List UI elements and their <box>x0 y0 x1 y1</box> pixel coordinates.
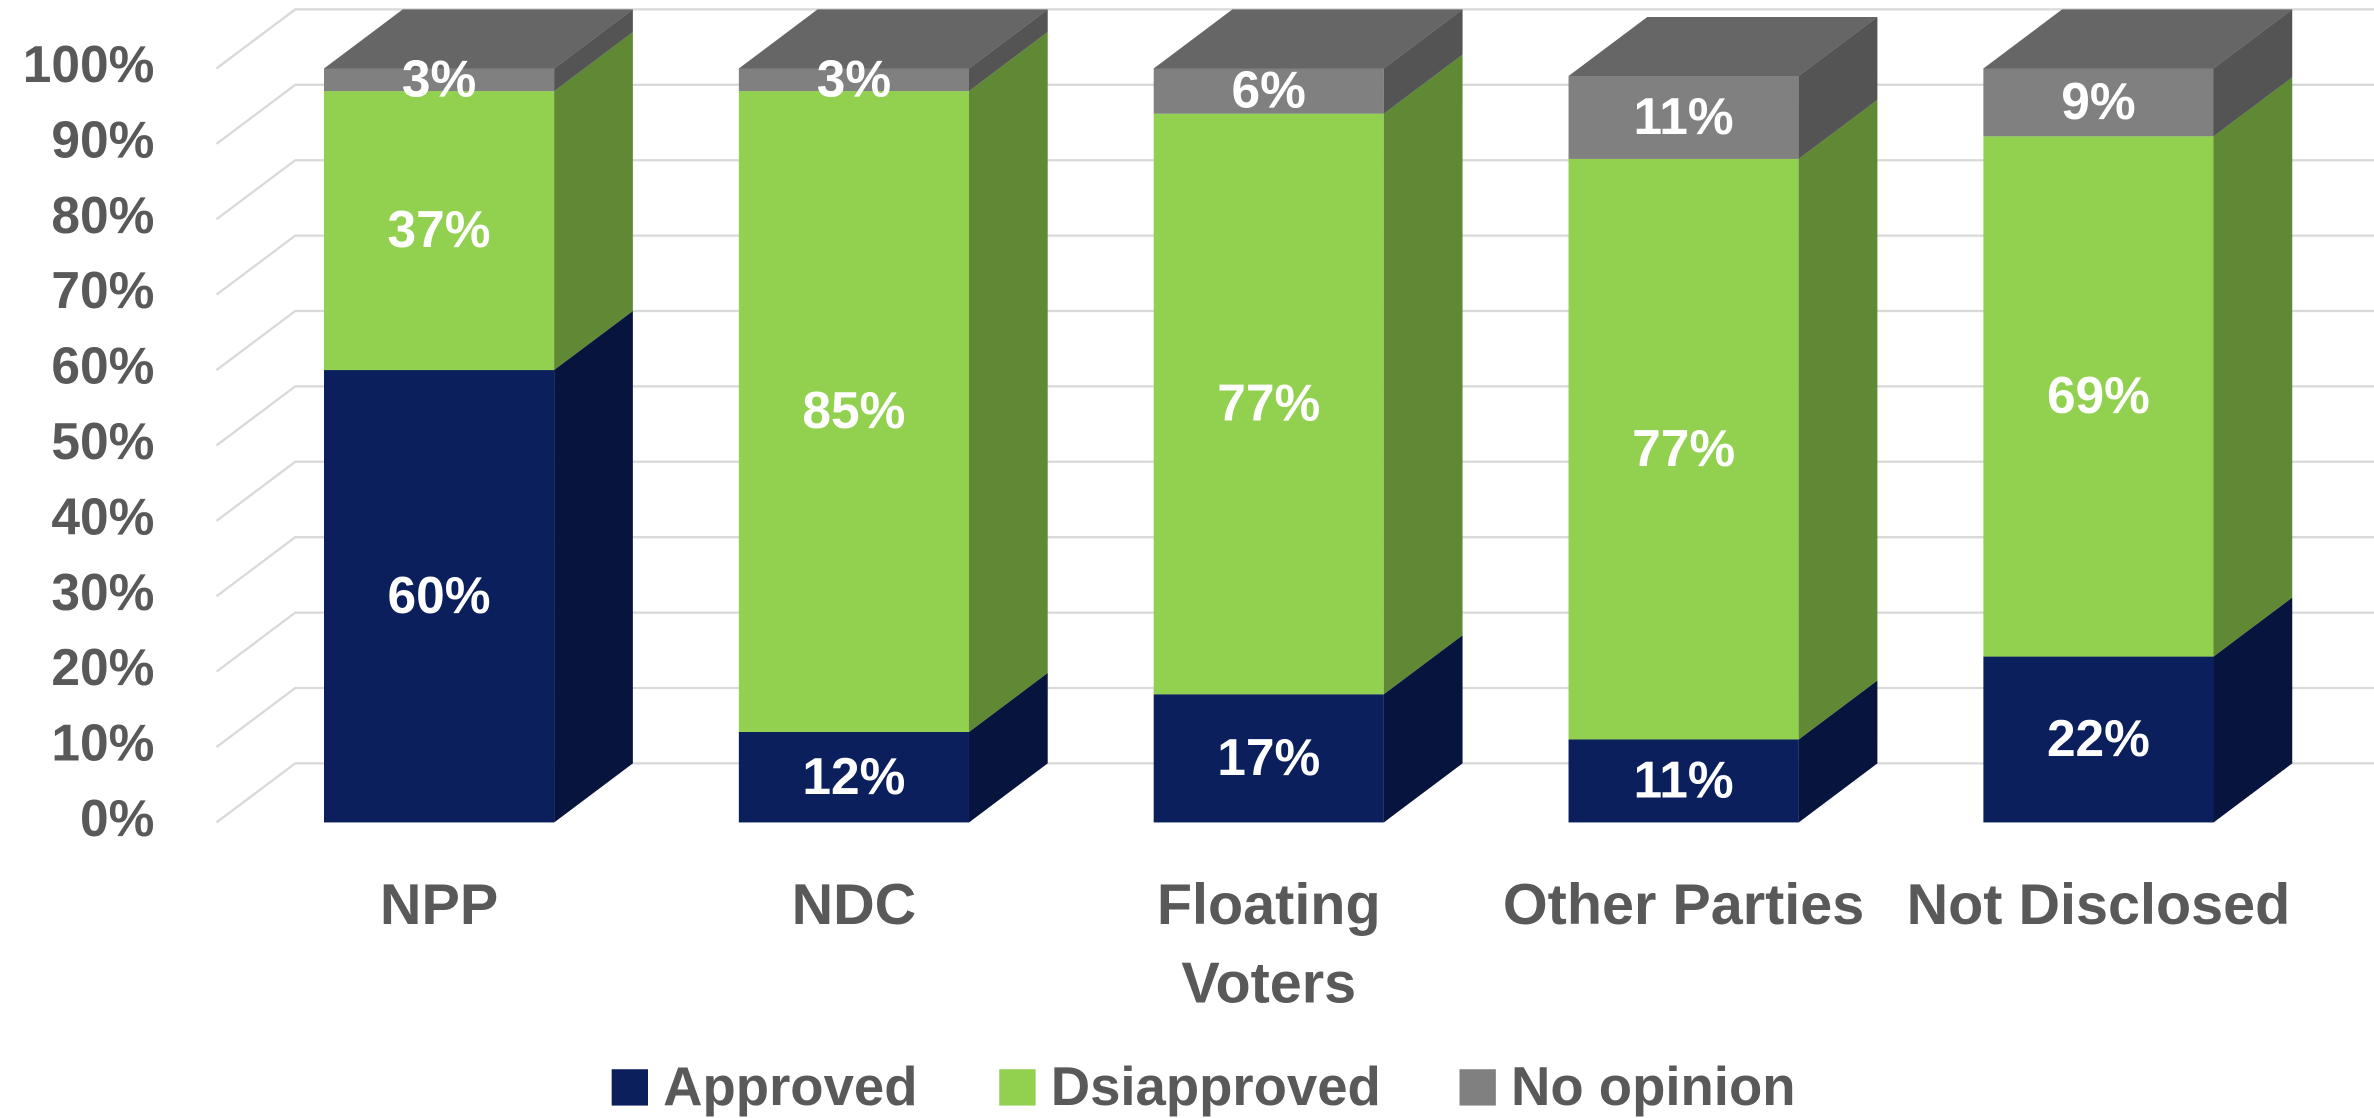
bar-front <box>1983 136 2214 657</box>
data-label: 12% <box>802 747 905 805</box>
data-label: 9% <box>2061 72 2135 130</box>
legend-label: No opinion <box>1511 1056 1796 1117</box>
x-label-box: Other Parties <box>1502 873 1865 938</box>
y-tick-label: 100% <box>23 35 155 93</box>
data-label: 3% <box>817 49 891 107</box>
y-tick-label: 10% <box>51 714 154 772</box>
bar-front <box>738 68 969 92</box>
y-tick-label: 80% <box>51 186 154 244</box>
data-label: 60% <box>388 566 491 624</box>
grid-line <box>215 8 2374 70</box>
legend-swatch <box>999 1069 1036 1106</box>
x-label-box: Floating Voters <box>1156 873 1381 1017</box>
bar-segment <box>324 311 633 823</box>
legend-swatch <box>611 1069 649 1106</box>
bar-segment <box>1153 635 1463 823</box>
y-tick-label: 90% <box>51 110 154 168</box>
data-label: 22% <box>2047 709 2150 767</box>
bar-side <box>1383 635 1463 823</box>
bar-side <box>1383 9 1463 114</box>
data-label: 17% <box>1217 728 1320 786</box>
data-label: 85% <box>802 381 905 439</box>
x-label-box: NDC <box>791 873 917 938</box>
bar-front <box>1153 113 1384 695</box>
bar-top <box>1983 9 2293 69</box>
legend-label: Approved <box>663 1056 917 1117</box>
bar-front <box>324 68 555 92</box>
bar-segment <box>1568 99 1878 740</box>
y-tick-label: 50% <box>51 412 154 470</box>
bar-top <box>1568 16 1878 76</box>
bar-front <box>1983 68 2214 137</box>
bar-front <box>1153 694 1384 823</box>
bar-segment <box>324 9 633 92</box>
data-label: 37% <box>388 200 491 258</box>
x-tick-label: Not Disclosed <box>1906 873 2291 938</box>
bar-top <box>324 9 633 69</box>
data-label: 11% <box>1634 751 1734 809</box>
bar-side <box>554 9 633 92</box>
bar-side <box>968 32 1048 732</box>
x-tick-label: Other Parties <box>1502 873 1865 938</box>
bar-side <box>968 9 1048 92</box>
data-label: 3% <box>402 49 476 107</box>
bar-side <box>554 32 633 371</box>
bar-segment <box>1153 9 1463 114</box>
bar-front <box>738 731 969 823</box>
bar-top <box>1153 9 1463 69</box>
bar-segment <box>738 9 1048 92</box>
bar-segment <box>738 32 1048 732</box>
y-tick-label: 30% <box>51 563 154 621</box>
bar-side <box>2213 77 2293 657</box>
bar-front <box>1568 75 1799 159</box>
bar-side <box>554 311 633 823</box>
x-label-box: NPP <box>379 873 499 938</box>
bar-segment <box>738 672 1048 823</box>
data-label: 77% <box>1217 374 1320 432</box>
legend-swatch <box>1459 1069 1496 1106</box>
bar-front <box>738 91 969 732</box>
legend-label: Dsiapproved <box>1051 1056 1381 1117</box>
bar-segment <box>324 32 633 371</box>
bar-side <box>2213 9 2293 137</box>
y-tick-label: 70% <box>51 261 154 319</box>
bar-segment <box>1983 77 2293 657</box>
y-tick-label: 20% <box>51 638 154 696</box>
bar-front <box>324 91 555 371</box>
bar-top <box>738 9 1048 69</box>
x-tick-label: NDC <box>791 873 917 938</box>
bar-front <box>1983 656 2214 823</box>
bar-side <box>2213 597 2293 823</box>
bar-segment <box>1153 54 1463 695</box>
y-tick-label: 0% <box>80 789 154 847</box>
data-label: 11% <box>1634 87 1734 145</box>
data-label: 6% <box>1232 61 1306 119</box>
bar-segment <box>1568 16 1878 159</box>
bar-front <box>1153 68 1384 114</box>
bar-front <box>1568 739 1799 823</box>
bar-side <box>1383 54 1463 695</box>
bar-front <box>1568 158 1799 740</box>
y-tick-label: 40% <box>51 487 154 545</box>
y-tick-label: 60% <box>51 337 154 395</box>
bar-front <box>324 370 555 823</box>
data-label: 69% <box>2047 366 2150 424</box>
bar-side <box>1798 680 1878 823</box>
x-tick-label: NPP <box>379 873 499 938</box>
x-tick-label: Floating Voters <box>1156 873 1381 1017</box>
data-label: 77% <box>1632 419 1735 477</box>
bar-segment <box>1983 597 2293 823</box>
bar-segment <box>1568 680 1878 823</box>
bar-segment <box>1983 9 2293 137</box>
bar-side <box>1798 99 1878 740</box>
bar-side <box>968 672 1048 823</box>
x-label-box: Not Disclosed <box>1906 873 2291 938</box>
bar-side <box>1798 16 1878 159</box>
